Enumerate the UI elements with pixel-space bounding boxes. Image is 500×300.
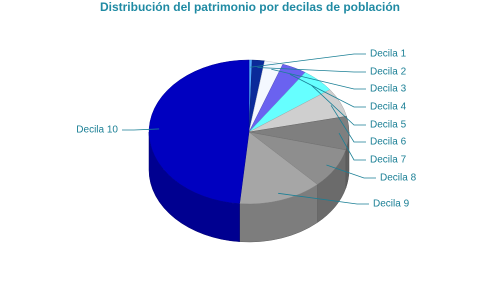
leader-line bbox=[289, 73, 366, 108]
slice-label: Decila 7 bbox=[370, 155, 407, 166]
leader-line bbox=[278, 192, 369, 205]
slice-label: Decila 1 bbox=[370, 49, 407, 60]
leader-line bbox=[338, 132, 366, 161]
leader-line bbox=[257, 67, 366, 73]
leader-line bbox=[326, 164, 376, 179]
leader-line bbox=[330, 105, 366, 143]
slice-label: Decila 8 bbox=[380, 173, 417, 184]
slice-label: Decila 3 bbox=[370, 84, 407, 95]
leader-line bbox=[271, 68, 366, 90]
leader-line bbox=[250, 53, 366, 68]
leader-line bbox=[122, 128, 160, 131]
slice-label: Decila 2 bbox=[370, 67, 407, 78]
slice-label: Decila 9 bbox=[373, 199, 410, 210]
slice bbox=[239, 131, 318, 205]
slice-label: Decila 6 bbox=[370, 137, 407, 148]
slice-label: Decila 4 bbox=[370, 102, 407, 113]
slice bbox=[148, 59, 250, 204]
leader-line bbox=[311, 85, 366, 126]
slice-label: Decila 5 bbox=[370, 120, 407, 131]
chart-title: Distribución del patrimonio por decilas … bbox=[100, 0, 400, 14]
slice-label: Decila 10 bbox=[76, 125, 118, 136]
